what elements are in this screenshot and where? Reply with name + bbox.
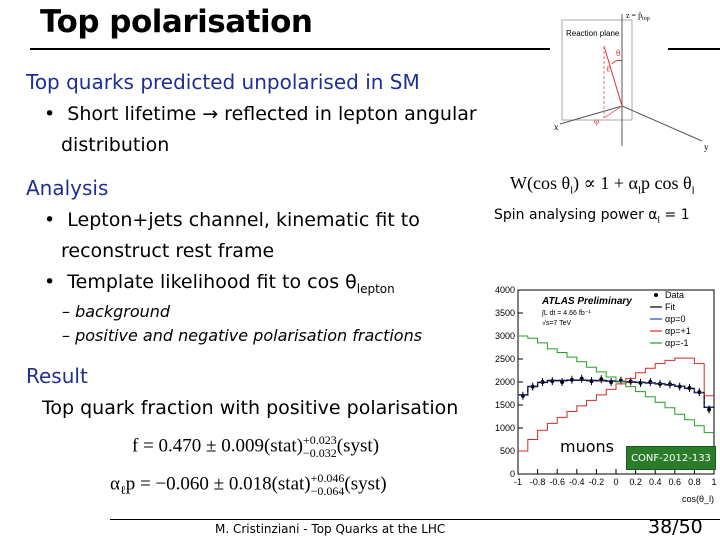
x-tick-label: -1 xyxy=(514,477,522,487)
dist-formula-a: W(cos θ xyxy=(510,173,571,193)
y-tick-label: 500 xyxy=(500,446,515,456)
x-tick-label: -0.8 xyxy=(530,477,546,487)
spin-analysing-power: Spin analysing power αl = 1 xyxy=(494,207,690,226)
spin-sub: l xyxy=(657,215,661,226)
formula-alpha-a: α xyxy=(110,473,120,495)
spin-val: = 1 xyxy=(660,207,690,223)
bullet-template-text: Template likelihood fit to cos θ xyxy=(67,271,357,293)
result-text: Top quark fraction with positive polaris… xyxy=(42,397,459,419)
chart-annotation-lumi: ∫L dt = 4.66 fb⁻¹ xyxy=(541,310,591,317)
x-tick-label: 0.6 xyxy=(669,477,682,487)
reaction-plane-diagram: Reaction plane z = p̂top θ ℓ φ x y xyxy=(554,11,709,152)
bullet-lepton-jets-cont: reconstruct rest frame xyxy=(61,240,275,262)
formula-f-err: +0.023 −0.032 xyxy=(303,434,337,460)
x-tick-label: 0 xyxy=(613,477,618,487)
sub-polarisation: – positive and negative polarisation fra… xyxy=(62,326,423,345)
x-tick-label: 1 xyxy=(711,477,716,487)
theta-label: θ xyxy=(616,48,620,58)
legend-label: αp=-1 xyxy=(665,338,688,348)
formula-alpha-sub2: −0.064 xyxy=(310,484,345,498)
x-tick-label: -0.4 xyxy=(569,477,585,487)
footer-divider xyxy=(110,519,720,520)
chart-annotation-energy: √s=7 TeV xyxy=(542,319,572,327)
formula-alpha-mid: p = −0.060 ± 0.018(stat) xyxy=(125,473,311,495)
formula-alpha: αℓp = −0.060 ± 0.018(stat)+0.046 −0.064(s… xyxy=(110,472,387,498)
data-point xyxy=(707,407,712,412)
x-tick-label: 0.2 xyxy=(629,477,642,487)
conf-note-badge: CONF-2012-133 xyxy=(626,446,716,470)
x-tick-label: -0.2 xyxy=(589,477,605,487)
bullet-lifetime-text: Short lifetime → reflected in lepton ang… xyxy=(67,103,477,125)
y-tick-label: 2500 xyxy=(495,354,515,364)
y-tick-label: 2000 xyxy=(495,377,515,387)
legend-label: αp=0 xyxy=(665,314,685,324)
legend-label: αp=+1 xyxy=(665,326,691,336)
y-tick-label: 4000 xyxy=(495,285,515,295)
dist-formula-b: ) ∝ 1 + α xyxy=(573,173,638,193)
x-tick-label: -0.6 xyxy=(549,477,565,487)
reaction-plane-label: Reaction plane xyxy=(566,29,620,38)
x-axis-label: cos(θ_l) xyxy=(682,494,714,504)
y-axis xyxy=(621,105,703,142)
bullet-lifetime-cont: distribution xyxy=(61,134,170,156)
y-tick-label: 3000 xyxy=(495,331,515,341)
heading-analysis: Analysis xyxy=(26,176,109,200)
bullet-template: • Template likelihood fit to cos θlepton xyxy=(44,271,395,296)
legend-label: Data xyxy=(665,290,684,300)
y-tick-label: 3500 xyxy=(495,308,515,318)
distribution-formula: W(cos θl) ∝ 1 + αlp cos θl xyxy=(510,173,695,197)
page-number: 38/50 xyxy=(648,516,703,538)
sub-background: – background xyxy=(62,302,171,321)
title-divider xyxy=(30,48,550,50)
lepton-label: ℓ xyxy=(606,64,610,74)
page-title: Top polarisation xyxy=(40,4,313,40)
formula-f-sub: −0.032 xyxy=(303,446,337,460)
formula-alpha-sup: +0.046 xyxy=(310,471,345,485)
footer-text: M. Cristinziani - Top Quarks at the LHC xyxy=(215,522,446,536)
series-line-αp=+1 xyxy=(518,357,714,452)
x-axis xyxy=(559,105,623,125)
chart-title: ATLAS Preliminary xyxy=(541,296,632,307)
muons-label: muons xyxy=(560,437,614,456)
bullet-lifetime: • Short lifetime → reflected in lepton a… xyxy=(44,103,477,125)
series-line-αp=-1 xyxy=(518,335,714,434)
bullet-lepton-jets: • Lepton+jets channel, kinematic fit to xyxy=(44,209,420,231)
legend-label: Fit xyxy=(665,302,675,312)
x-tick-label: 0.8 xyxy=(688,477,701,487)
y-axis-label: y xyxy=(704,142,709,152)
formula-f-lhs: f = 0.470 ± 0.009(stat) xyxy=(132,435,304,457)
x-axis-label: x xyxy=(554,122,559,132)
bullet-template-sub: lepton xyxy=(356,281,395,296)
dist-formula-c: p cos θ xyxy=(641,173,692,193)
formula-alpha-sub: ℓ xyxy=(119,483,126,498)
formula-f: f = 0.470 ± 0.009(stat)+0.023 −0.032(syst… xyxy=(132,434,379,460)
heading-sm: Top quarks predicted unpolarised in SM xyxy=(26,70,420,94)
formula-alpha-err: +0.046 −0.064 xyxy=(311,472,345,498)
y-tick-label: 0 xyxy=(510,469,515,479)
legend-marker-data xyxy=(654,293,658,297)
x-tick-label: 0.4 xyxy=(649,477,662,487)
z-label-sub: top xyxy=(642,16,650,22)
bullet-lepton-jets-text: Lepton+jets channel, kinematic fit to xyxy=(67,209,420,231)
projection-base xyxy=(603,105,623,119)
title-divider-right xyxy=(668,48,720,50)
reaction-plane-rect xyxy=(561,19,633,121)
formula-alpha-tail: (syst) xyxy=(344,473,387,495)
formula-f-sup: +0.023 xyxy=(303,433,337,447)
theta-arc xyxy=(611,59,623,65)
z-label-main: z = p̂ xyxy=(626,11,642,20)
spin-text: Spin analysing power α xyxy=(494,207,658,223)
y-tick-label: 1000 xyxy=(495,423,515,433)
formula-f-tail: (syst) xyxy=(336,435,380,457)
heading-result: Result xyxy=(26,364,88,388)
y-tick-label: 1500 xyxy=(495,400,515,410)
z-label: z = p̂top xyxy=(626,11,650,22)
lepton-vector xyxy=(603,45,623,107)
phi-label: φ xyxy=(594,116,599,126)
